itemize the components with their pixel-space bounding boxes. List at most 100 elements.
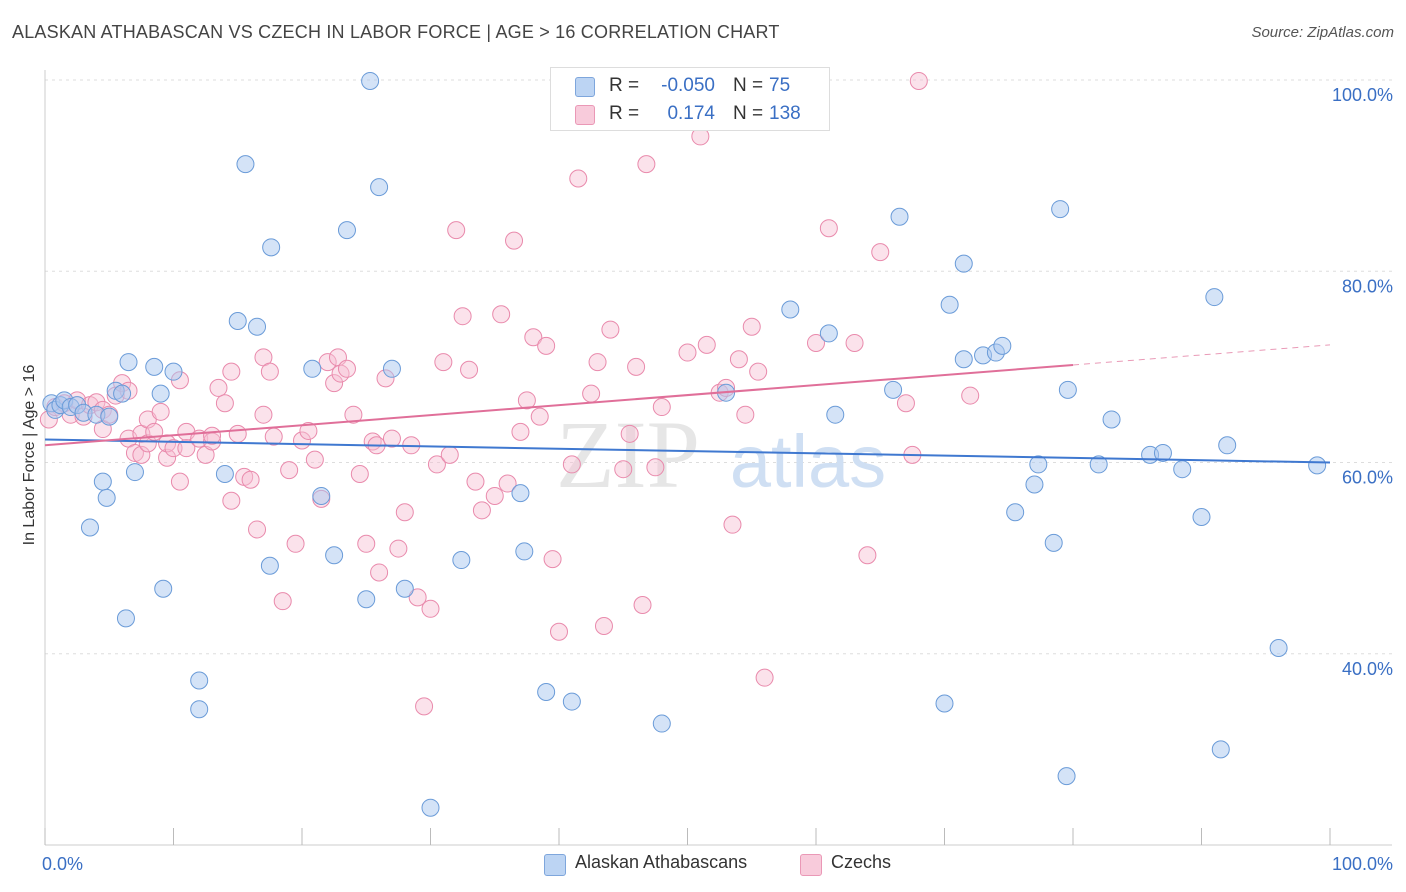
series-legend-swatch-blue — [544, 854, 566, 876]
czech-point — [755, 668, 774, 687]
czech-point — [627, 357, 646, 376]
athabascan-point — [826, 405, 845, 424]
series-legend-swatch-pink — [800, 854, 822, 876]
athabascan-point — [935, 694, 954, 713]
athabascan-point — [1269, 639, 1288, 658]
czech-point — [286, 534, 305, 553]
athabascan-point — [1057, 767, 1076, 786]
athabascan-point — [1102, 410, 1121, 429]
czech-point — [415, 697, 434, 716]
czech-point — [871, 243, 890, 262]
czech-point — [370, 563, 389, 582]
athabascan-point — [1308, 456, 1327, 475]
czech-point — [845, 333, 864, 352]
czech-point — [395, 503, 414, 522]
athabascan-point — [119, 353, 138, 372]
athabascan-point — [215, 464, 234, 483]
y-tick-labels: 100.0% 80.0% 60.0% 40.0% — [1332, 85, 1393, 679]
athabascan-point — [1211, 740, 1230, 759]
x-tick-labels: 0.0% 100.0% — [42, 854, 1393, 874]
czech-point — [248, 520, 267, 539]
czech-point — [498, 474, 517, 493]
athabascan-point — [1153, 443, 1172, 462]
czech-point — [652, 398, 671, 417]
watermark: ZIP atlas — [556, 401, 886, 508]
athabascan-point — [312, 486, 331, 505]
czech-point — [909, 71, 928, 90]
czech-point — [633, 595, 652, 614]
czech-point — [222, 362, 241, 381]
trend-lines — [44, 344, 1331, 464]
czech-point — [241, 470, 260, 489]
czech-point — [357, 534, 376, 553]
stats-legend: R = -0.050 N = 75 R = 0.174 N = 138 — [550, 67, 830, 131]
athabascan-point — [537, 683, 556, 701]
czech-point — [389, 539, 408, 558]
czech-point — [505, 231, 524, 250]
czech-point — [678, 343, 697, 362]
czech-point — [344, 405, 363, 424]
czech-point — [273, 592, 292, 611]
czech-point — [350, 464, 369, 483]
czech-point — [742, 317, 761, 336]
czech-point — [562, 455, 581, 474]
athabascan-point — [515, 542, 534, 561]
czech-point — [215, 394, 234, 413]
czech-point — [511, 422, 530, 441]
athabascan-point — [116, 609, 135, 628]
series-legend: Alaskan Athabascans Czechs — [0, 852, 1406, 878]
athabascan-point — [190, 700, 209, 719]
athabascan-point — [262, 238, 281, 257]
series-legend-athabascan: Alaskan Athabascans — [575, 852, 748, 872]
x-tick-label: 0.0% — [42, 854, 83, 874]
athabascan-point — [303, 359, 322, 378]
athabascan-point — [151, 384, 170, 403]
athabascan-point — [511, 484, 530, 503]
czech-point — [164, 439, 183, 458]
czech-point — [280, 461, 299, 480]
y-axis-label: In Labor Force | Age > 16 — [21, 364, 38, 546]
czech-point — [620, 424, 639, 443]
czech-point — [492, 305, 511, 324]
czech-point — [408, 588, 427, 607]
czech-point — [125, 443, 144, 462]
legend-row-czech: R = 0.174 N = 138 — [551, 99, 829, 129]
czech-point — [299, 421, 318, 440]
czech-point — [228, 424, 247, 443]
czech-point — [601, 320, 620, 339]
y-tick-label: 100.0% — [1332, 85, 1393, 105]
czech-point — [588, 353, 607, 372]
legend-r-value: 0.174 — [667, 103, 715, 124]
athabascan-point — [1025, 475, 1044, 494]
czech-point — [723, 515, 742, 534]
athabascan-point — [781, 300, 800, 319]
czech-point — [637, 155, 656, 174]
athabascan-point — [100, 407, 119, 426]
czech-trend-extension — [1072, 344, 1331, 366]
czech-point — [517, 391, 536, 410]
watermark-zip: ZIP — [556, 401, 700, 508]
czech-point — [524, 328, 543, 347]
czech-point — [177, 439, 196, 458]
athabascan-point — [361, 71, 380, 90]
legend-n-label: N = — [733, 103, 764, 124]
chart-title: ALASKAN ATHABASCAN VS CZECH IN LABOR FOR… — [12, 22, 780, 42]
czech-point — [543, 550, 562, 569]
athabascan-point — [370, 178, 389, 197]
athabascan-point — [357, 590, 376, 609]
athabascan-point — [228, 311, 247, 330]
athabascan-point — [1044, 533, 1063, 552]
legend-n-value: 138 — [769, 103, 801, 124]
athabascan-point — [884, 380, 903, 399]
legend-swatch-blue — [575, 77, 595, 97]
czech-point — [222, 491, 241, 510]
legend-row-athabascan: R = -0.050 N = 75 — [551, 71, 829, 101]
athabascan-point — [80, 518, 99, 537]
czech-point — [325, 374, 344, 393]
source-note: Source: ZipAtlas.com — [1251, 24, 1394, 41]
athabascan-point — [337, 221, 356, 240]
athabascan-point — [248, 317, 267, 336]
athabascan-point — [154, 579, 173, 598]
czech-trend-line — [44, 363, 1074, 447]
